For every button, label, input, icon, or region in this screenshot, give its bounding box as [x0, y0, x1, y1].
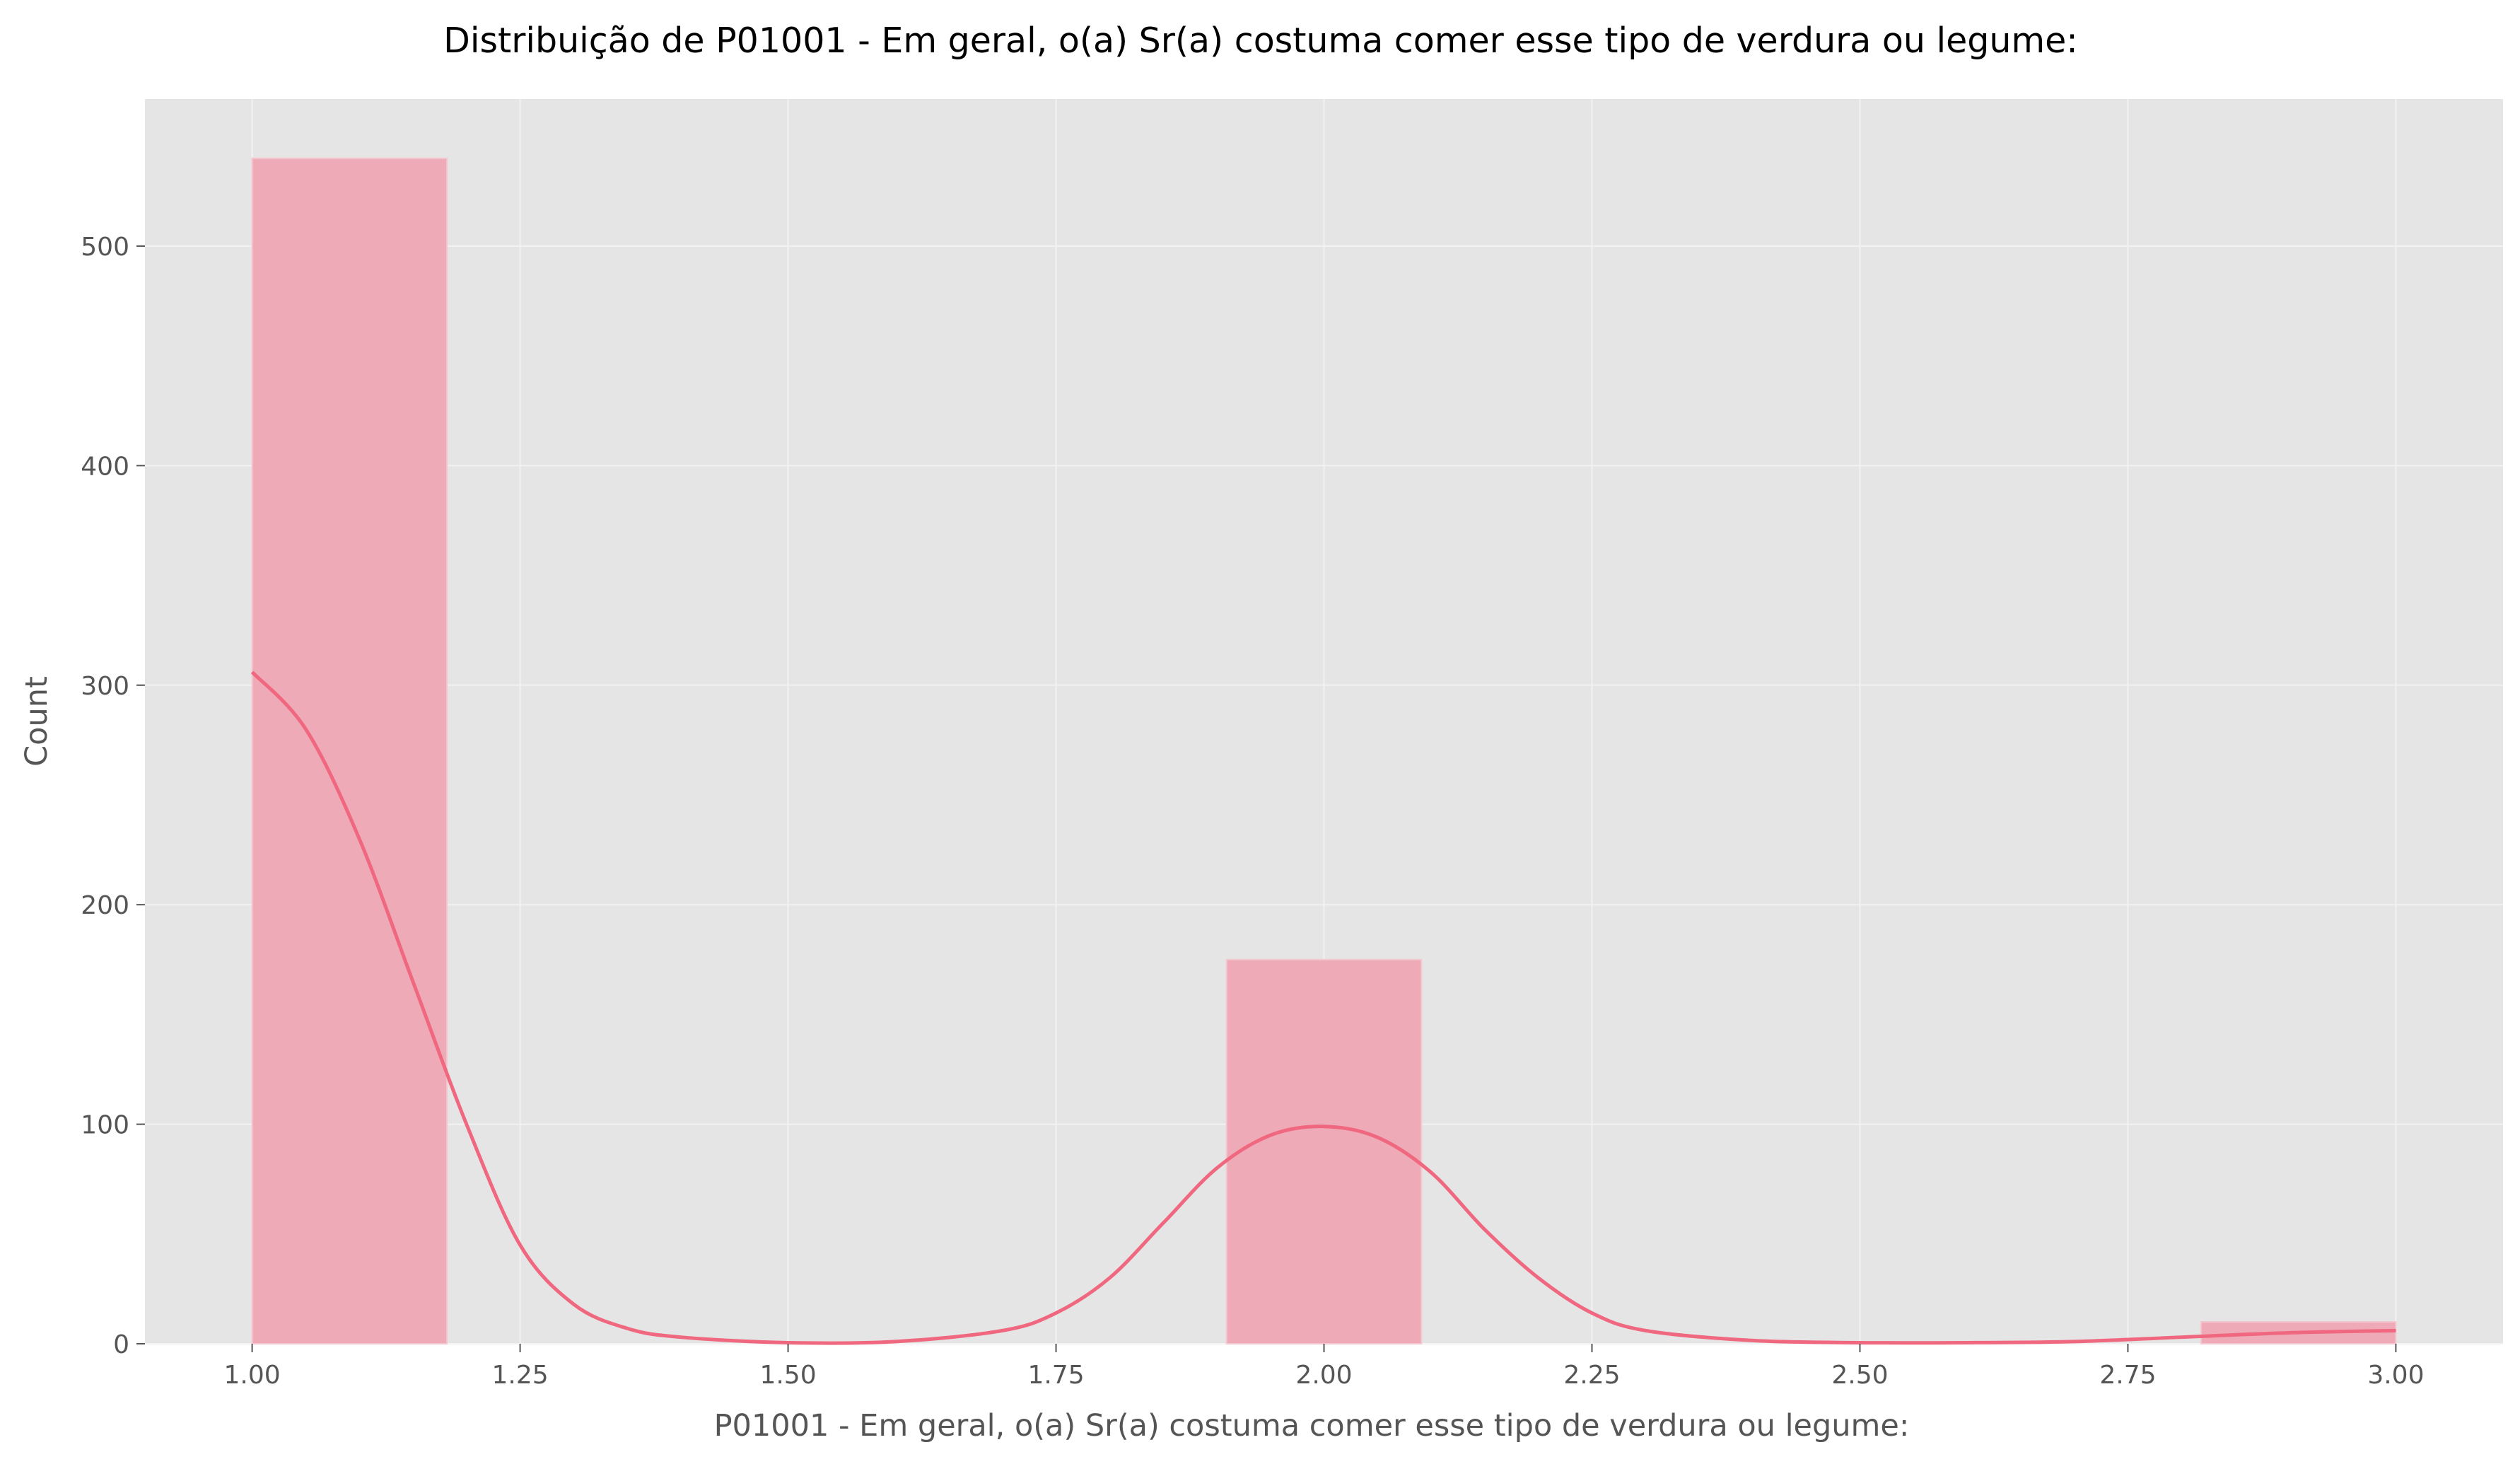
y-tick-label: 100: [81, 1111, 129, 1140]
x-tick-label: 2.25: [1563, 1361, 1620, 1390]
y-tick-label: 300: [81, 672, 129, 701]
y-tick-label: 200: [81, 891, 129, 920]
chart-title: Distribuição de P01001 - Em geral, o(a) …: [443, 21, 2078, 61]
x-axis-label: P01001 - Em geral, o(a) Sr(a) costuma co…: [714, 1408, 1910, 1443]
x-axis-ticks: 1.00 1.25 1.50 1.75 2.00 2.25 2.50 2.75 3.00: [224, 1344, 2424, 1390]
x-tick-label: 1.00: [224, 1361, 281, 1390]
x-tick-label: 1.75: [1027, 1361, 1084, 1390]
x-tick-label: 1.50: [759, 1361, 816, 1390]
x-tick-label: 2.50: [1831, 1361, 1888, 1390]
x-tick-label: 3.00: [2367, 1361, 2424, 1390]
y-tick-label: 400: [81, 452, 129, 481]
x-tick-label: 1.25: [491, 1361, 548, 1390]
y-tick-label: 0: [113, 1330, 129, 1359]
histogram-bar: [1225, 958, 1423, 1345]
x-tick-label: 2.75: [2099, 1361, 2156, 1390]
y-axis-ticks: 0 100 200 300 400 500: [81, 233, 145, 1359]
kde-curve: [250, 670, 2396, 1345]
histogram-bar: [251, 157, 448, 1344]
y-axis-label: Count: [19, 676, 54, 767]
histogram-bars: [251, 157, 2397, 1345]
y-tick-label: 500: [81, 233, 129, 262]
x-tick-label: 2.00: [1295, 1361, 1352, 1390]
